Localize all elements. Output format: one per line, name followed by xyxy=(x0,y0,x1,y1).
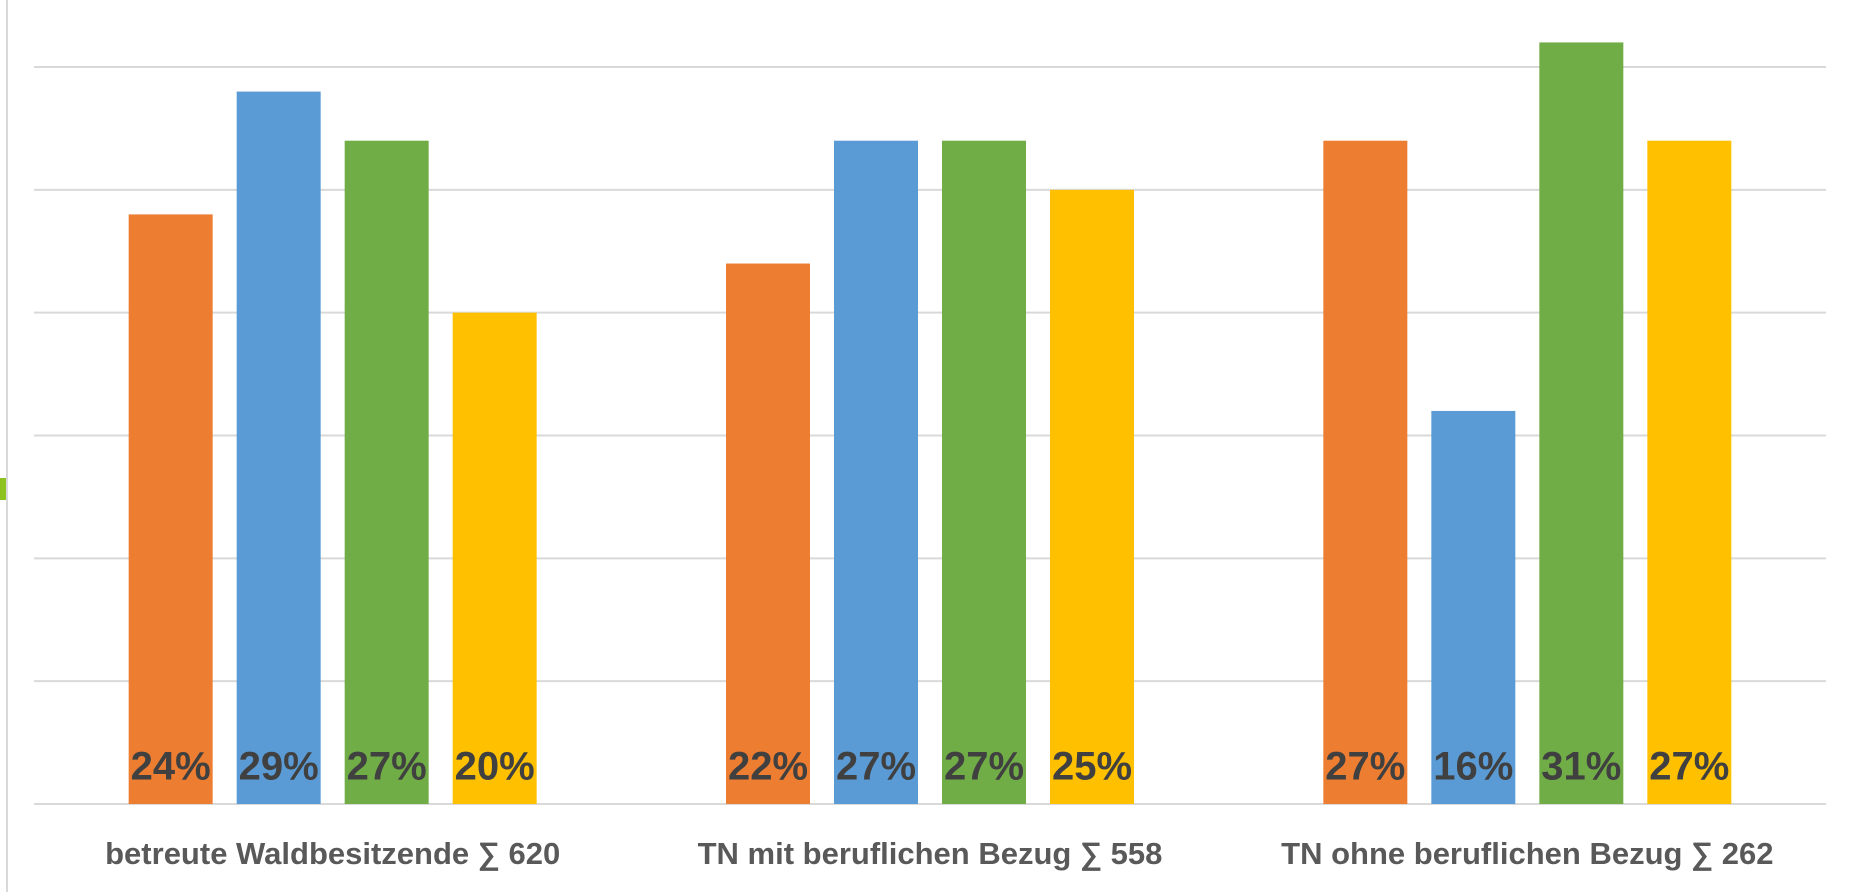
bar xyxy=(834,140,918,804)
bar xyxy=(726,263,810,804)
bar xyxy=(1539,42,1624,804)
x-tick-label: TN ohne beruflichen Bezug ∑ 262 xyxy=(1281,836,1773,871)
value-label: 27% xyxy=(1649,745,1729,789)
value-label: 24% xyxy=(131,745,211,789)
value-label: 27% xyxy=(944,745,1024,789)
value-label: 27% xyxy=(1325,745,1405,789)
bar xyxy=(1050,189,1134,805)
edge-marker xyxy=(0,478,6,500)
bar xyxy=(1323,140,1408,804)
value-label: 22% xyxy=(728,745,808,789)
value-label: 27% xyxy=(347,745,427,789)
value-label: 31% xyxy=(1541,745,1621,789)
bar xyxy=(236,91,321,805)
value-label: 25% xyxy=(1052,745,1132,789)
value-label: 27% xyxy=(836,745,916,789)
bar xyxy=(128,214,213,804)
bar xyxy=(942,140,1026,804)
x-tick-label: TN mit beruflichen Bezug ∑ 558 xyxy=(698,836,1163,871)
value-label: 29% xyxy=(239,745,319,789)
value-label: 16% xyxy=(1433,745,1513,789)
bar xyxy=(1647,140,1732,804)
bar xyxy=(1431,410,1516,804)
x-tick-label: betreute Waldbesitzende ∑ 620 xyxy=(105,836,560,871)
value-label: 20% xyxy=(455,745,535,789)
bar xyxy=(344,140,429,804)
bar xyxy=(452,312,537,804)
